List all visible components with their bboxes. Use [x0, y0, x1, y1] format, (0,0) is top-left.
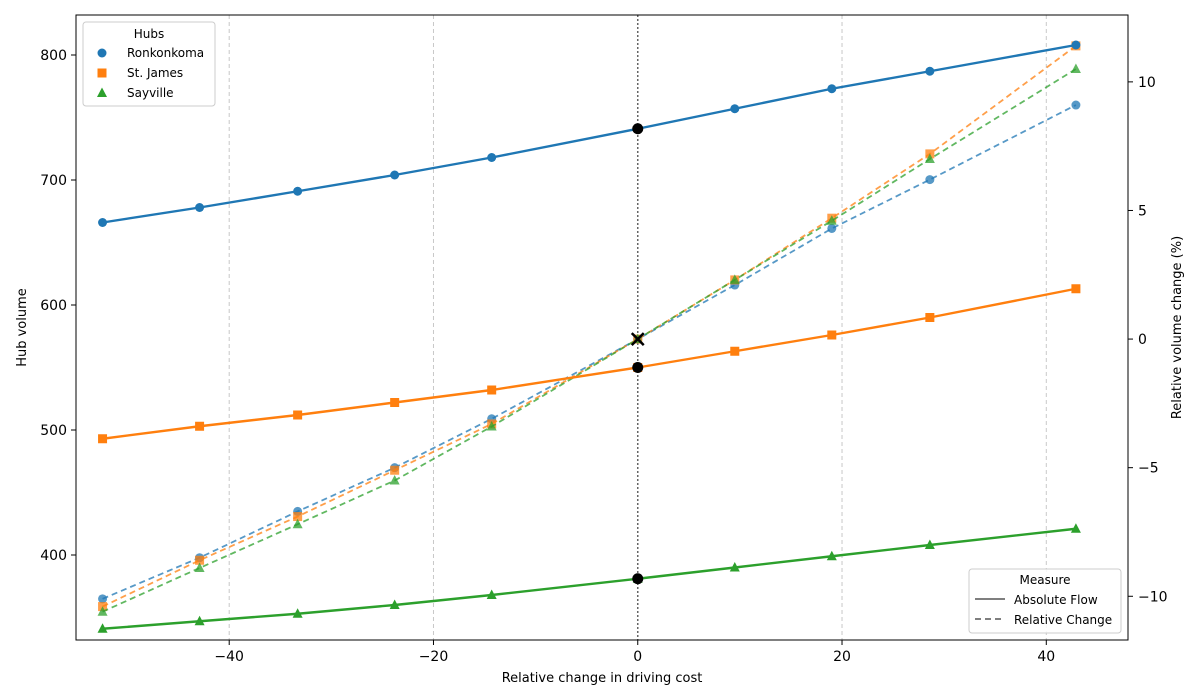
x-tick-label: 0: [633, 649, 642, 665]
legend-hubs-entry: St. James: [127, 66, 183, 80]
legend-measure-title: Measure: [1020, 573, 1071, 587]
absolute-point: [925, 313, 935, 322]
absolute-point: [293, 410, 303, 420]
relative-point: [1070, 63, 1081, 74]
absolute-point: [98, 434, 108, 444]
absolute-point: [293, 186, 303, 196]
legend-marker-triangle: [97, 87, 107, 97]
x-tick-label: 40: [1037, 649, 1055, 665]
y2-tick-label: −10: [1138, 589, 1168, 605]
absolute-point: [827, 330, 837, 340]
relative-line-sayville: [102, 68, 1077, 613]
absolute-flow-series: [97, 40, 1081, 633]
relative-point: [97, 606, 108, 616]
relative-point: [827, 223, 837, 233]
cross-stroke: [630, 332, 645, 346]
legend-measure-entry-absolute: Absolute Flow: [1014, 593, 1098, 607]
y2-axis-title: Relative volume change (%): [1170, 236, 1185, 419]
legend-hubs-entry: Ronkonkoma: [127, 46, 204, 60]
absolute-point: [1070, 523, 1081, 533]
reference-cross-marker: [630, 332, 645, 346]
absolute-point: [487, 385, 497, 395]
relative-point: [194, 562, 205, 572]
absolute-point: [730, 104, 740, 114]
relative-point: [390, 465, 400, 475]
absolute-point: [1071, 40, 1081, 50]
y-axis-title: Hub volume: [15, 288, 30, 367]
legend-hubs: Hubs Ronkonkoma St. James Sayville: [82, 21, 216, 107]
relative-point: [98, 594, 108, 604]
absolute-point: [97, 623, 108, 633]
absolute-point: [1071, 284, 1081, 294]
relative-point: [195, 555, 205, 565]
relative-point: [1071, 100, 1081, 110]
absolute-point: [925, 66, 935, 76]
x-tick-label: −20: [419, 649, 449, 665]
absolute-point: [826, 550, 837, 561]
absolute-point: [487, 153, 497, 162]
reference-dot: [632, 123, 644, 135]
absolute-point: [98, 218, 108, 227]
absolute-point: [390, 398, 400, 407]
x-axis-title: Relative change in driving cost: [502, 671, 703, 686]
reference-marks: [630, 123, 645, 585]
absolute-point: [924, 539, 935, 549]
absolute-point: [827, 84, 837, 94]
relative-point: [925, 175, 935, 185]
x-tick-label: −40: [214, 649, 244, 665]
y-tick-label: 400: [40, 548, 67, 564]
absolute-point: [390, 170, 400, 180]
y-tick-label: 800: [40, 48, 67, 64]
absolute-line-sayville: [102, 527, 1077, 630]
absolute-point: [389, 599, 400, 609]
absolute-point: [195, 421, 205, 431]
y2-tick-label: 10: [1138, 75, 1156, 91]
relative-point: [729, 274, 740, 284]
relative-point: [389, 475, 400, 485]
y2-tick-label: 0: [1138, 332, 1147, 348]
plot-frame: [75, 14, 1129, 641]
axes: −40 −20 0 20 40 400 500 600 700 800 −10 −5 0 5 10: [40, 48, 1167, 665]
legend-hubs-title: Hubs: [134, 27, 165, 41]
legend-measure: Measure Absolute Flow Relative Change: [968, 568, 1122, 634]
absolute-point: [729, 562, 740, 572]
reference-dot: [632, 573, 644, 585]
relative-line-st-james: [102, 45, 1077, 608]
relative-change-series: [97, 41, 1081, 616]
relative-point: [924, 153, 935, 164]
absolute-point: [195, 203, 205, 212]
absolute-point: [194, 615, 205, 626]
absolute-line-ronkonkoma: [102, 43, 1077, 224]
relative-point: [293, 512, 303, 522]
reference-dot: [632, 362, 644, 373]
relative-point: [486, 421, 497, 431]
absolute-point: [486, 589, 497, 599]
y-tick-label: 600: [40, 298, 67, 314]
legend-measure-entry-relative: Relative Change: [1014, 613, 1112, 627]
grid: [228, 15, 1047, 640]
legend-marker-square: [97, 68, 107, 78]
x-tick-label: 20: [833, 649, 851, 665]
legend-marker-circle: [97, 48, 107, 58]
absolute-point: [730, 346, 740, 356]
relative-point: [292, 518, 303, 529]
absolute-point: [292, 608, 303, 618]
y2-tick-label: 5: [1138, 203, 1147, 219]
y-tick-label: 700: [40, 173, 67, 189]
absolute-line-st-james: [102, 287, 1077, 440]
y-tick-label: 500: [40, 423, 67, 439]
relative-point: [826, 215, 837, 225]
y2-tick-label: −5: [1138, 461, 1159, 477]
legend-hubs-entry: Sayville: [127, 86, 174, 100]
